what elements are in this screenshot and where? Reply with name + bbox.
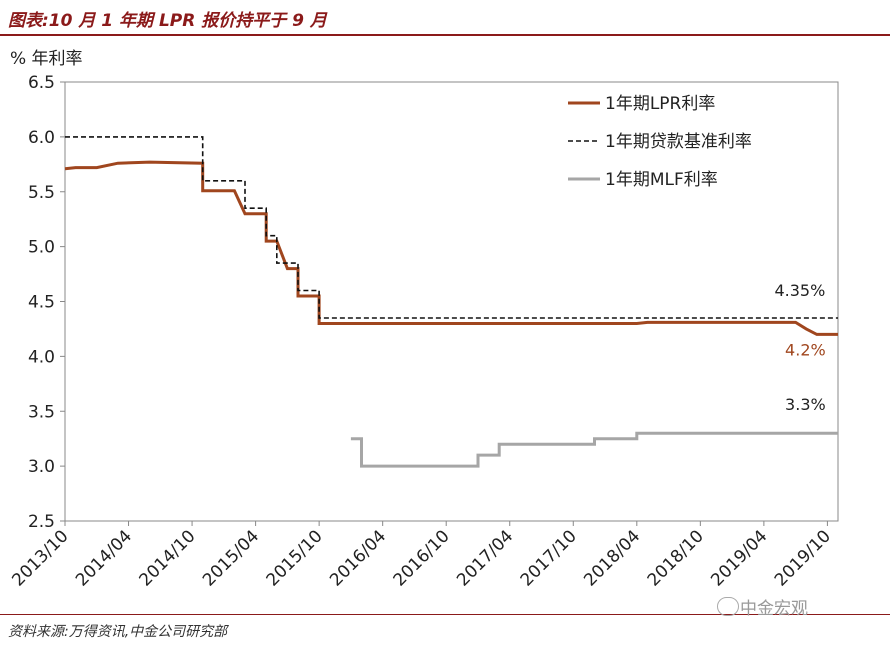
y-tick-label: 3.5 (28, 402, 55, 422)
series-line-3 (350, 431, 838, 468)
data-annotation: 4.2% (785, 340, 826, 359)
legend-label: 1年期LPR利率 (605, 94, 715, 114)
x-tick-label: 2018/04 (580, 526, 644, 590)
x-tick-label: 2017/10 (517, 526, 581, 590)
x-tick-label: 2019/04 (707, 526, 771, 590)
x-tick-label: 2015/10 (263, 526, 327, 590)
y-tick-label: 6.5 (28, 73, 55, 93)
source-note: 资料来源:万得资讯,中金公司研究部 (8, 624, 228, 640)
legend: 1年期LPR利率 1年期贷款基准利率 1年期MLF利率 (568, 94, 752, 190)
x-tick-label: 2017/04 (453, 526, 517, 590)
page-title: 图表:10 月 1 年期 LPR 报价持平于 9 月 (8, 11, 327, 31)
footer-rule (0, 614, 890, 615)
x-tick-label: 2016/04 (326, 526, 390, 590)
watermark: 中金宏观 (740, 599, 808, 619)
x-tick-label: 2016/10 (390, 526, 454, 590)
y-tick-label: 6.0 (28, 128, 55, 148)
y-tick-label: 4.0 (28, 347, 55, 367)
legend-label: 1年期MLF利率 (605, 170, 718, 190)
data-annotation: 3.3% (785, 395, 826, 414)
series-line-1 (64, 160, 838, 336)
x-tick-label: 2014/04 (72, 526, 136, 590)
x-tick-label: 2014/10 (136, 526, 200, 590)
title-rule (0, 34, 890, 36)
y-tick-label: 5.0 (28, 238, 55, 258)
x-tick-label: 2015/04 (199, 526, 263, 590)
y-tick-label: 4.5 (28, 293, 55, 313)
x-tick-label: 2013/10 (8, 526, 72, 590)
data-annotation: 4.35% (774, 281, 825, 300)
wechat-icon (717, 597, 739, 616)
x-tick-label: 2018/10 (644, 526, 708, 590)
series-line-2 (65, 136, 838, 319)
y-tick-label: 2.5 (28, 512, 55, 532)
y-tick-label: 3.0 (28, 457, 55, 477)
y-tick-label: 5.5 (28, 183, 55, 203)
x-tick-label: 2019/10 (771, 526, 835, 590)
y-axis-label: % 年利率 (10, 49, 83, 69)
legend-label: 1年期贷款基准利率 (605, 132, 752, 152)
